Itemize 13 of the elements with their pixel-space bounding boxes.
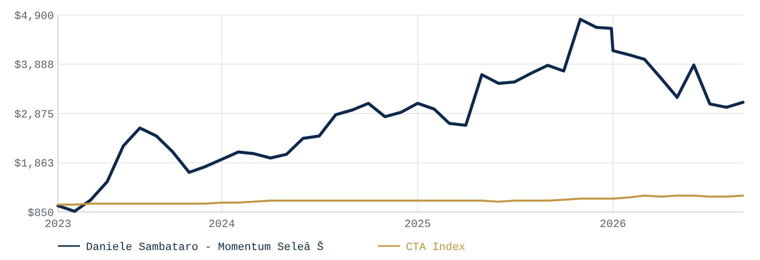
x-tick-label: 2024: [208, 219, 236, 231]
line-series: [57, 194, 744, 206]
y-tick-label: $2,875: [14, 109, 54, 122]
y-tick-label: $850: [28, 208, 54, 220]
x-tick-label: 2026: [600, 219, 626, 231]
x-tick-label: 2023: [44, 219, 72, 231]
y-tick-label: $4,900: [14, 10, 54, 23]
x-tick-label: 2025: [404, 219, 431, 231]
y-tick-label: $3,888: [14, 60, 54, 72]
legend-label: CTA Index: [406, 242, 466, 254]
line-series: [56, 18, 744, 213]
y-tick-label: $1,863: [14, 158, 54, 171]
legend-label: Daniele Sambataro - Momentum Seleâ Š: [86, 240, 324, 254]
